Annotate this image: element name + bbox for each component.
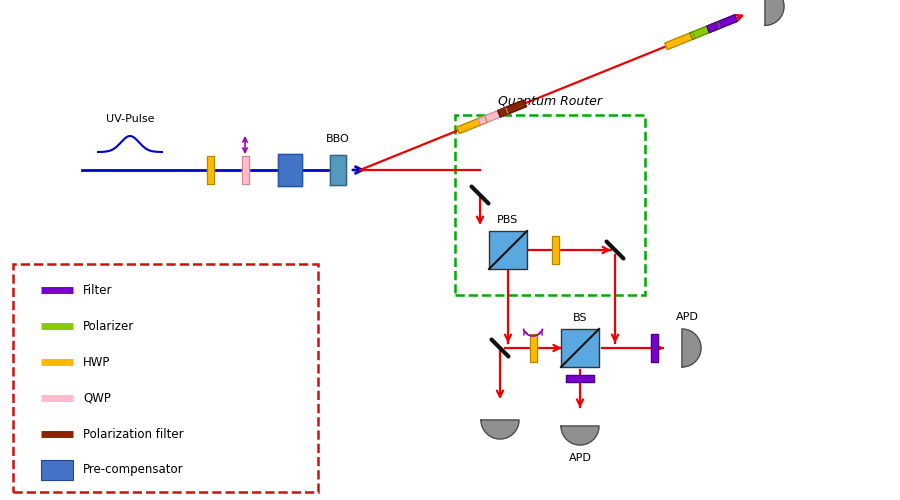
Polygon shape <box>561 426 599 445</box>
Polygon shape <box>682 329 701 367</box>
Polygon shape <box>206 156 213 184</box>
Text: APD: APD <box>569 453 591 463</box>
Polygon shape <box>566 374 594 382</box>
Text: BS: BS <box>572 313 587 323</box>
Text: Polarization filter: Polarization filter <box>83 428 184 440</box>
Text: Pre-compensator: Pre-compensator <box>83 464 184 476</box>
Polygon shape <box>552 236 559 264</box>
Polygon shape <box>651 334 658 362</box>
Polygon shape <box>481 420 519 439</box>
Text: QWP: QWP <box>83 392 111 404</box>
Text: BBO: BBO <box>326 134 350 144</box>
Polygon shape <box>330 155 346 185</box>
Text: Filter: Filter <box>83 284 112 296</box>
Polygon shape <box>498 100 526 117</box>
Polygon shape <box>706 15 737 32</box>
Polygon shape <box>665 32 695 50</box>
Bar <box>41 460 73 480</box>
Text: Polarizer: Polarizer <box>83 320 134 332</box>
Polygon shape <box>241 156 248 184</box>
Polygon shape <box>478 108 508 125</box>
Polygon shape <box>529 334 536 362</box>
Text: APD: APD <box>676 312 698 322</box>
Polygon shape <box>765 0 784 26</box>
Polygon shape <box>457 116 487 134</box>
Text: PBS: PBS <box>498 215 518 225</box>
Polygon shape <box>278 154 302 186</box>
Bar <box>561 329 599 367</box>
Polygon shape <box>689 22 720 40</box>
Text: Quantum Router: Quantum Router <box>498 95 602 108</box>
Bar <box>489 231 527 269</box>
Text: UV-Pulse: UV-Pulse <box>106 114 154 124</box>
Text: HWP: HWP <box>83 356 111 368</box>
